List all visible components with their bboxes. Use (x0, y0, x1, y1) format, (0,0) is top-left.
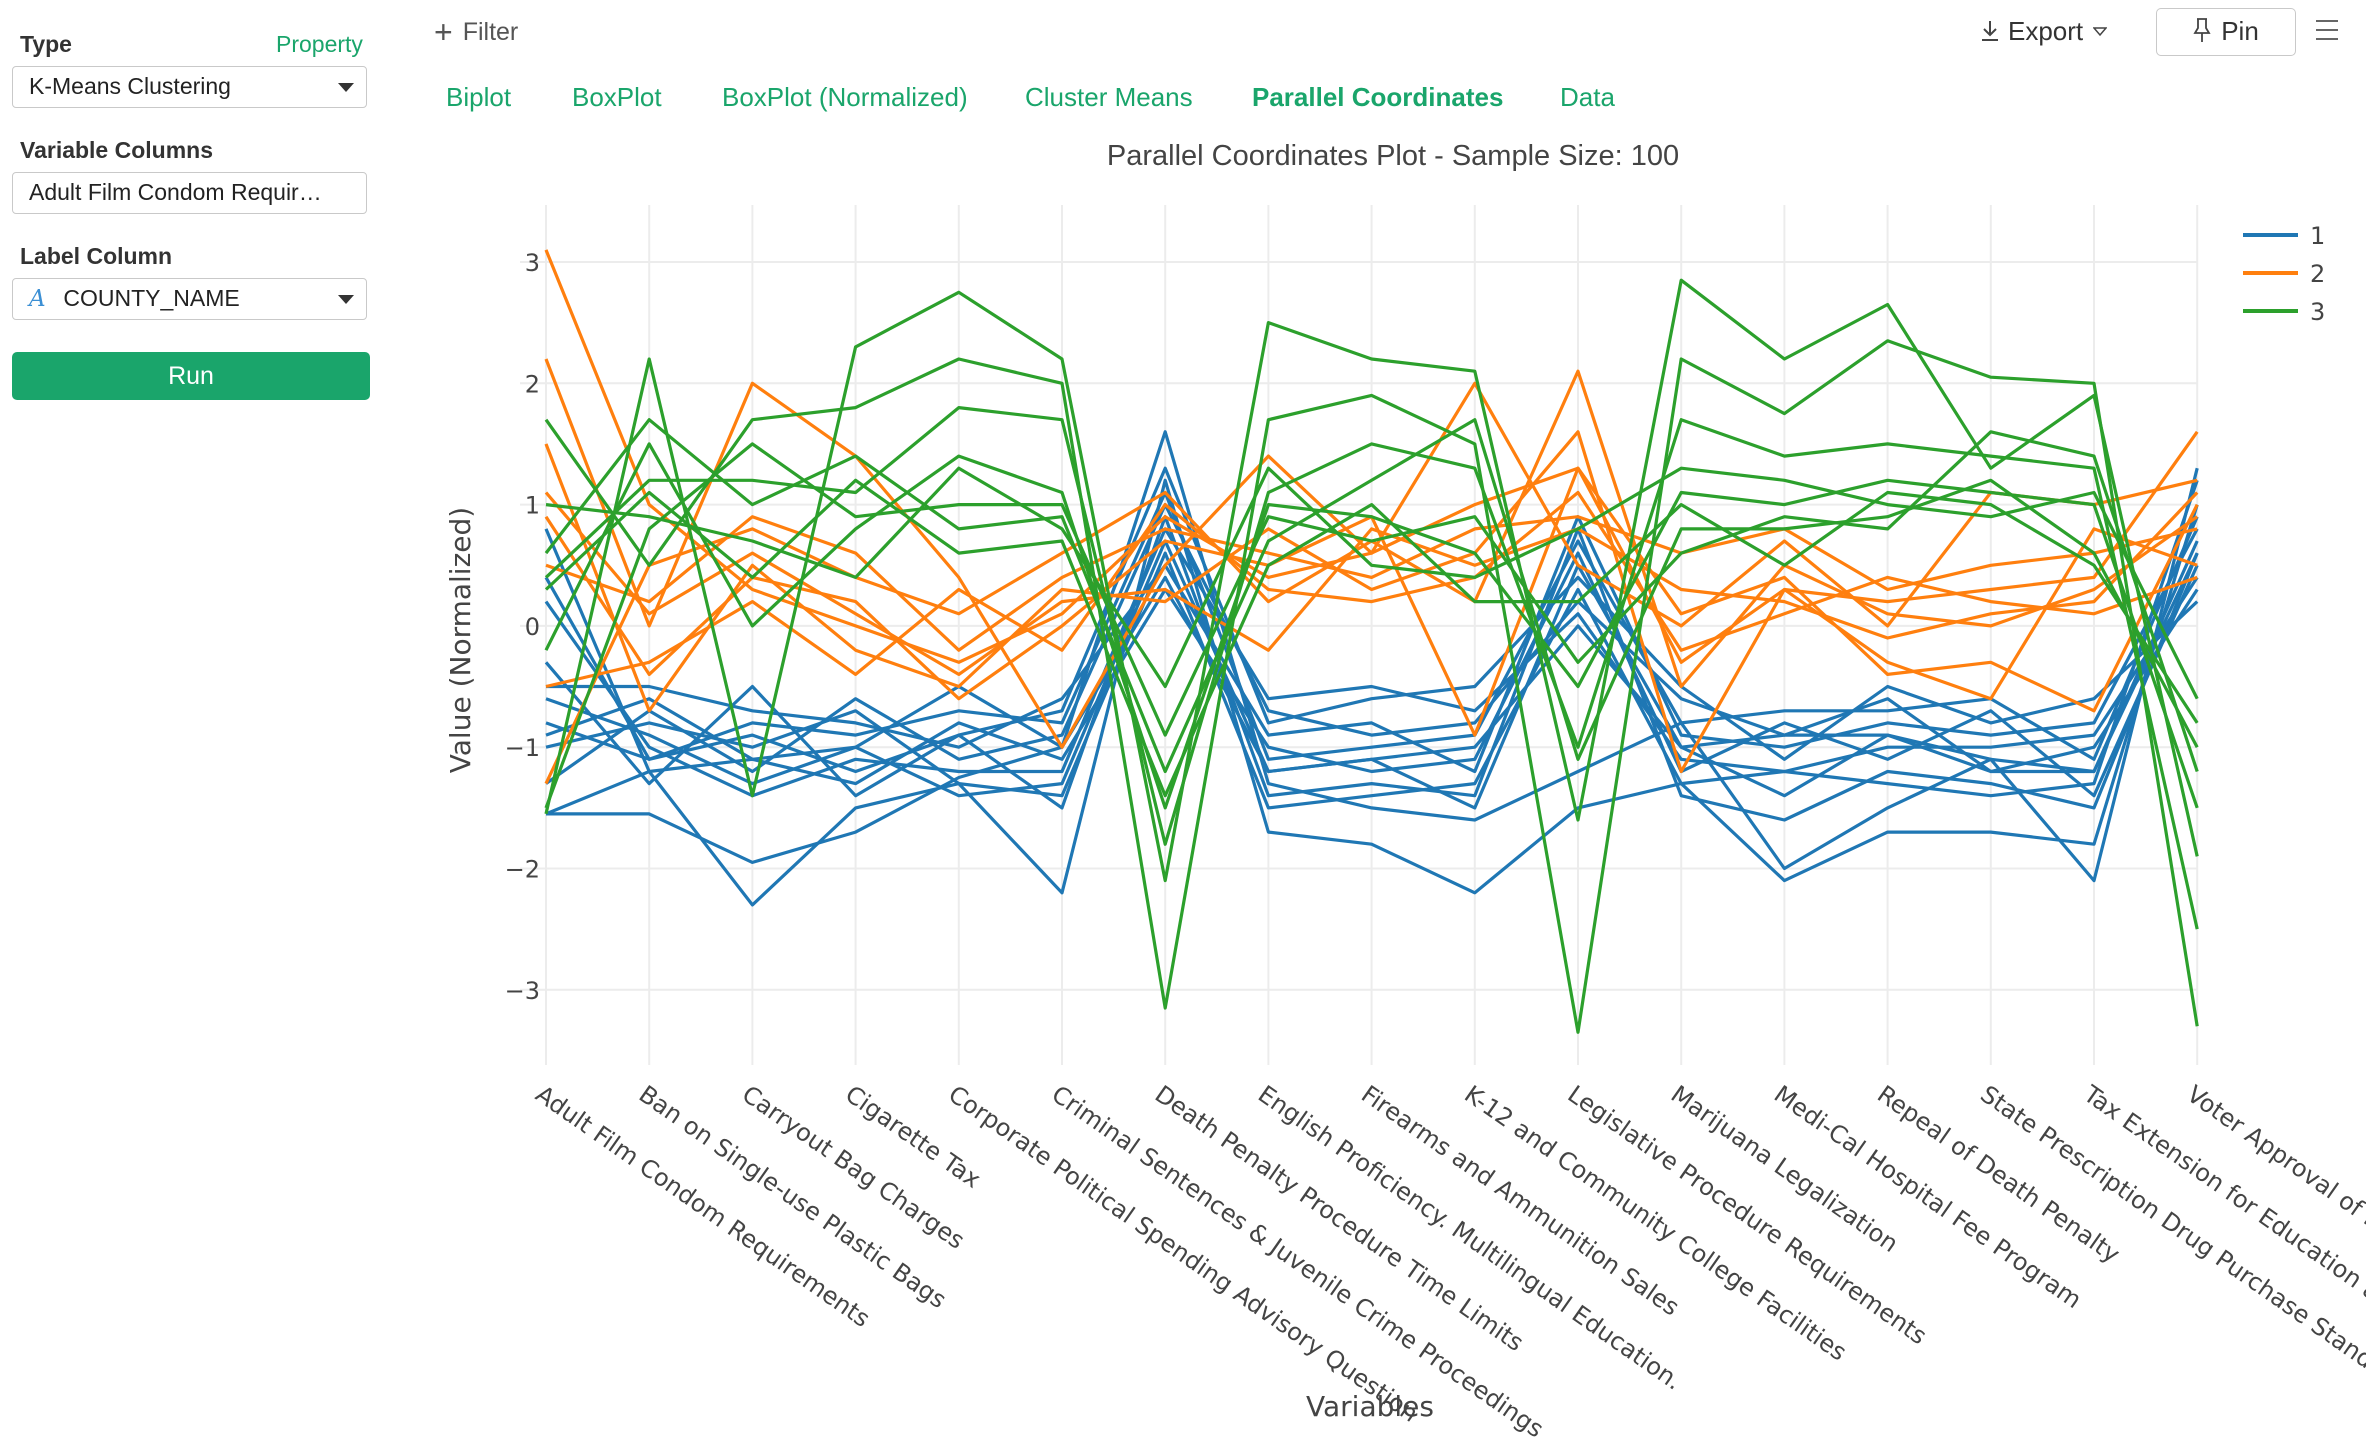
variable-columns-value: Adult Film Condom Requir… (29, 179, 322, 205)
y-tick-label: −1 (505, 734, 540, 762)
caret-down-icon (338, 295, 354, 304)
type-label: Type (20, 31, 72, 57)
download-icon (1982, 21, 1998, 41)
series-line-cluster-2[interactable] (545, 490, 2198, 689)
text-type-icon: A (29, 286, 46, 312)
filter-label: Filter (462, 18, 519, 46)
series-line-cluster-1[interactable] (545, 490, 2199, 761)
x-axis-title: Variables (1306, 1390, 1434, 1423)
series-line-cluster-3[interactable] (544, 339, 2199, 1034)
legend-label-2: 2 (2310, 260, 2325, 288)
plus-icon: + (434, 14, 453, 50)
caret-down-icon (2092, 27, 2108, 37)
x-tick-label: Criminal Sentences & Juvenile Crime Proc… (1047, 1080, 1549, 1443)
label-column-select[interactable]: A COUNTY_NAME (12, 278, 367, 320)
sidebar-panel: Type Property K-Means Clustering Variabl… (0, 0, 385, 1454)
type-select-value: K-Means Clustering (29, 73, 231, 99)
series-lines-group (544, 249, 2199, 1034)
y-tick-label: 2 (525, 370, 540, 398)
label-column-label: Label Column (20, 243, 173, 269)
variable-columns-label: Variable Columns (20, 137, 214, 163)
series-line-cluster-2[interactable] (544, 430, 2198, 774)
tab-data[interactable]: Data (1560, 82, 1615, 112)
series-line-cluster-3[interactable] (544, 418, 2199, 774)
chart-title: Parallel Coordinates Plot - Sample Size:… (1106, 140, 1680, 172)
series-line-cluster-3[interactable] (544, 442, 2199, 810)
type-select[interactable]: K-Means Clustering (12, 66, 367, 108)
tab-cluster-means[interactable]: Cluster Means (1025, 82, 1193, 112)
property-link[interactable]: Property (276, 31, 363, 57)
label-column-value: COUNTY_NAME (63, 285, 240, 311)
series-line-cluster-3[interactable] (544, 278, 2199, 883)
pin-icon (2193, 18, 2211, 42)
x-tick-label: K-12 and Community College Facilities (1459, 1080, 1851, 1366)
export-label: Export (2008, 16, 2084, 46)
hamburger-menu-icon[interactable] (2316, 20, 2338, 47)
tab-parallel-coordinates[interactable]: Parallel Coordinates (1252, 82, 1504, 112)
series-line-cluster-1[interactable] (545, 552, 2199, 774)
series-line-cluster-2[interactable] (544, 491, 2199, 677)
legend-label-1: 1 (2310, 222, 2325, 250)
series-line-cluster-1[interactable] (545, 478, 2199, 907)
y-tick-label: −3 (505, 977, 540, 1005)
y-tick-label: 0 (525, 613, 540, 641)
tab-biplot[interactable]: Biplot (446, 82, 512, 112)
series-line-cluster-3[interactable] (544, 478, 2199, 798)
series-line-cluster-1[interactable] (544, 466, 2199, 798)
y-tick-label: −2 (505, 856, 540, 884)
pin-label: Pin (2221, 16, 2259, 46)
export-button[interactable]: Export (1980, 16, 2115, 47)
pin-button[interactable]: Pin (2156, 8, 2296, 56)
y-axis-title: Value (Normalized) (444, 507, 477, 773)
y-tick-label: 3 (525, 249, 540, 277)
x-tick-label: Death Penalty Procedure Time Limits (1150, 1080, 1529, 1357)
series-line-cluster-3[interactable] (544, 406, 2199, 930)
series-line-cluster-3[interactable] (545, 466, 2199, 700)
x-tick-label: Corporate Political Spending Advisory Qu… (943, 1080, 1423, 1428)
series-line-cluster-1[interactable] (545, 479, 2199, 810)
tab-boxplot-normalized[interactable]: BoxPlot (Normalized) (722, 82, 968, 112)
legend-label-3: 3 (2310, 298, 2325, 326)
tab-boxplot[interactable]: BoxPlot (572, 82, 662, 112)
y-tick-label: 1 (525, 492, 540, 520)
variable-columns-field[interactable]: Adult Film Condom Requir… (12, 172, 367, 214)
caret-down-icon (338, 83, 354, 92)
series-line-cluster-1[interactable] (546, 515, 2199, 774)
filter-button[interactable]: + Filter (434, 14, 518, 51)
series-line-cluster-1[interactable] (544, 528, 2199, 798)
run-button[interactable]: Run (12, 352, 370, 400)
series-line-cluster-2[interactable] (545, 515, 2198, 652)
